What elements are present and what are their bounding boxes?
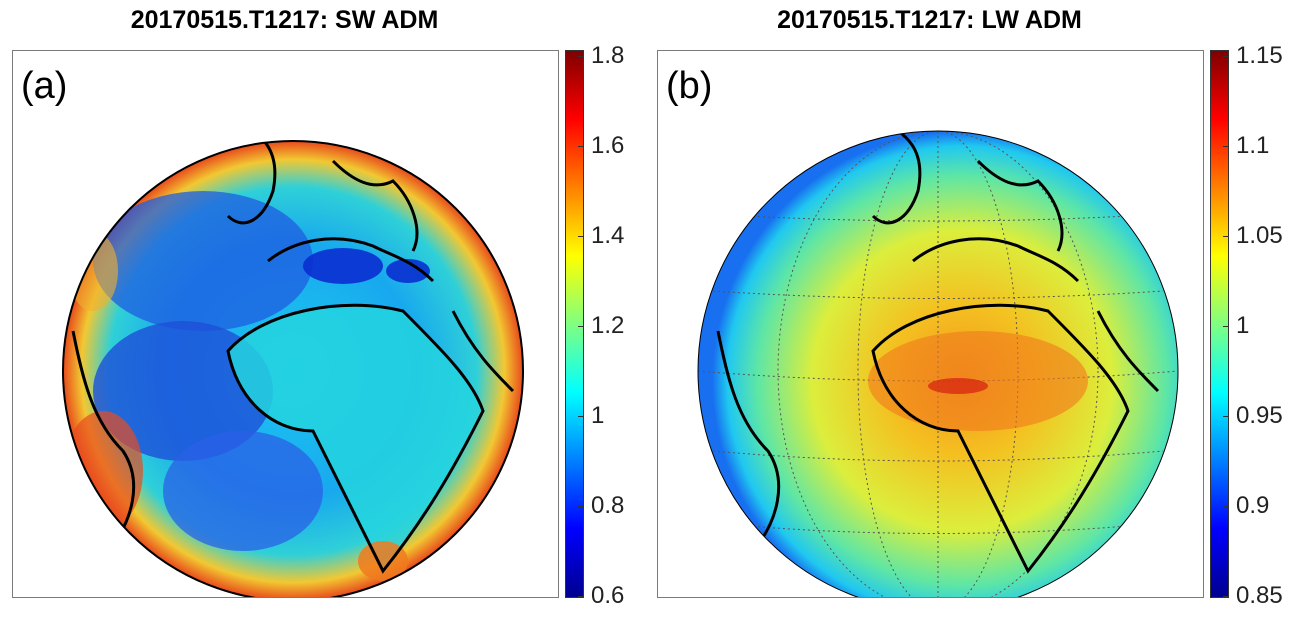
colorbar-tickmark — [1223, 56, 1228, 57]
colorbar-tickmark — [1223, 146, 1228, 147]
panel-a-globe — [62, 140, 524, 597]
colorbar-tick-label: 1.6 — [591, 132, 625, 159]
colorbar-tickmark — [1223, 326, 1228, 327]
colorbar-tickmark — [1223, 506, 1228, 507]
colorbar-tick-label: 0.9 — [1236, 492, 1270, 519]
colorbar-tick-label: 0.8 — [591, 492, 625, 519]
colorbar-tick-label: 0.85 — [1236, 582, 1283, 609]
colorbar-tick-label: 1.15 — [1236, 42, 1283, 69]
colorbar-tickmark — [578, 596, 583, 597]
colorbar-tickmark — [578, 416, 583, 417]
panel-b-colorbar — [1210, 50, 1229, 598]
colorbar-tickmark — [1223, 236, 1228, 237]
panel-a-title: 20170515.T1217: SW ADM — [130, 6, 439, 34]
colorbar-tickmark — [578, 146, 583, 147]
colorbar-tick-label: 1 — [591, 402, 605, 429]
panel-b-map-frame: (b) — [657, 50, 1204, 598]
colorbar-tick-label: 1 — [1236, 312, 1250, 339]
panel-b-globe — [697, 130, 1179, 597]
colorbar-tickmark — [1223, 416, 1228, 417]
colorbar-tick-label: 0.95 — [1236, 402, 1283, 429]
colorbar-tickmark — [578, 56, 583, 57]
colorbar-tickmark — [578, 236, 583, 237]
colorbar-tick-label: 1.05 — [1236, 222, 1283, 249]
colorbar-tick-label: 1.4 — [591, 222, 625, 249]
colorbar-tickmark — [578, 326, 583, 327]
panel-b-title: 20170515.T1217: LW ADM — [777, 6, 1082, 34]
colorbar-tickmark — [578, 506, 583, 507]
panel-b-label: (b) — [666, 65, 713, 107]
panel-a-colorbar — [565, 50, 584, 598]
colorbar-tickmark — [1223, 596, 1228, 597]
panel-a-label: (a) — [21, 65, 68, 107]
colorbar-tick-label: 1.1 — [1236, 132, 1270, 159]
colorbar-tick-label: 1.2 — [591, 312, 625, 339]
colorbar-tick-label: 1.8 — [591, 42, 625, 69]
colorbar-tick-label: 0.6 — [591, 582, 625, 609]
panel-a-map-frame: (a) — [12, 50, 559, 598]
